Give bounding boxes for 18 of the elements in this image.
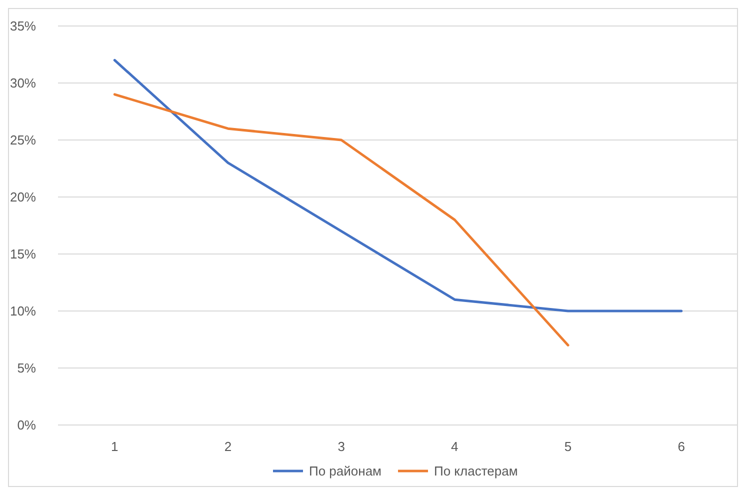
legend-label: По районам xyxy=(309,464,382,479)
y-tick-label: 30% xyxy=(10,76,36,91)
x-tick-label: 3 xyxy=(338,439,345,454)
x-tick-label: 5 xyxy=(564,439,572,454)
line-series xyxy=(113,58,683,312)
y-tick-label: 25% xyxy=(10,132,36,148)
x-tick-label: 2 xyxy=(224,439,232,454)
line-series xyxy=(113,93,570,346)
legend-label: По кластерам xyxy=(434,464,518,479)
y-tick-label: 20% xyxy=(10,190,36,205)
y-tick-label: 0% xyxy=(17,418,36,433)
y-tick-label: 5% xyxy=(17,360,36,376)
x-tick-label: 6 xyxy=(678,439,685,454)
y-tick-label: 35% xyxy=(10,18,36,34)
y-tick-label: 15% xyxy=(10,246,36,262)
x-tick-label: 1 xyxy=(111,439,118,454)
y-tick-label: 10% xyxy=(10,304,36,319)
x-tick-label: 4 xyxy=(451,439,458,454)
